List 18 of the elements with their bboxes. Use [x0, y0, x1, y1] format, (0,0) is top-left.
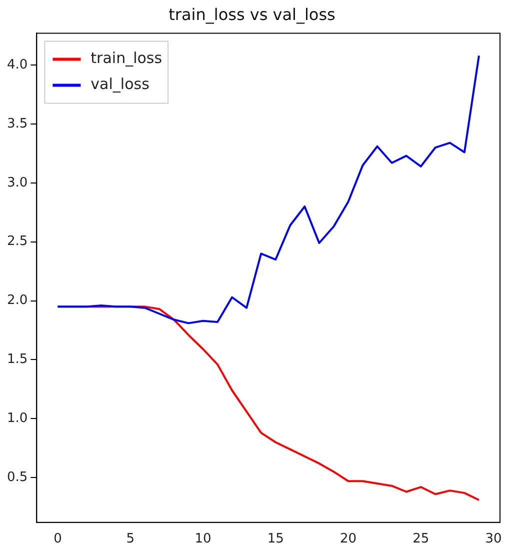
- y-tick-label: 3.0: [6, 175, 28, 190]
- x-tick-label: 5: [126, 532, 134, 547]
- x-tick-label: 25: [412, 532, 430, 547]
- legend-label: train_loss: [90, 49, 162, 68]
- x-tick-label: 0: [54, 532, 62, 547]
- y-tick-label: 1.0: [6, 411, 28, 426]
- x-tick-label: 10: [194, 532, 212, 547]
- y-tick-label: 1.5: [6, 352, 28, 368]
- x-tick-label: 15: [267, 532, 284, 547]
- y-tick-label: 0.5: [6, 470, 28, 485]
- y-tick-label: 3.5: [6, 116, 28, 132]
- x-tick-label: 20: [340, 532, 356, 547]
- chart-title: train_loss vs val_loss: [168, 4, 336, 24]
- y-tick-label: 2.0: [6, 293, 28, 308]
- y-tick-label: 4.0: [6, 57, 28, 72]
- legend-label: val_loss: [90, 75, 150, 94]
- x-tick-label: 30: [485, 532, 502, 547]
- y-tick-label: 2.5: [6, 234, 28, 250]
